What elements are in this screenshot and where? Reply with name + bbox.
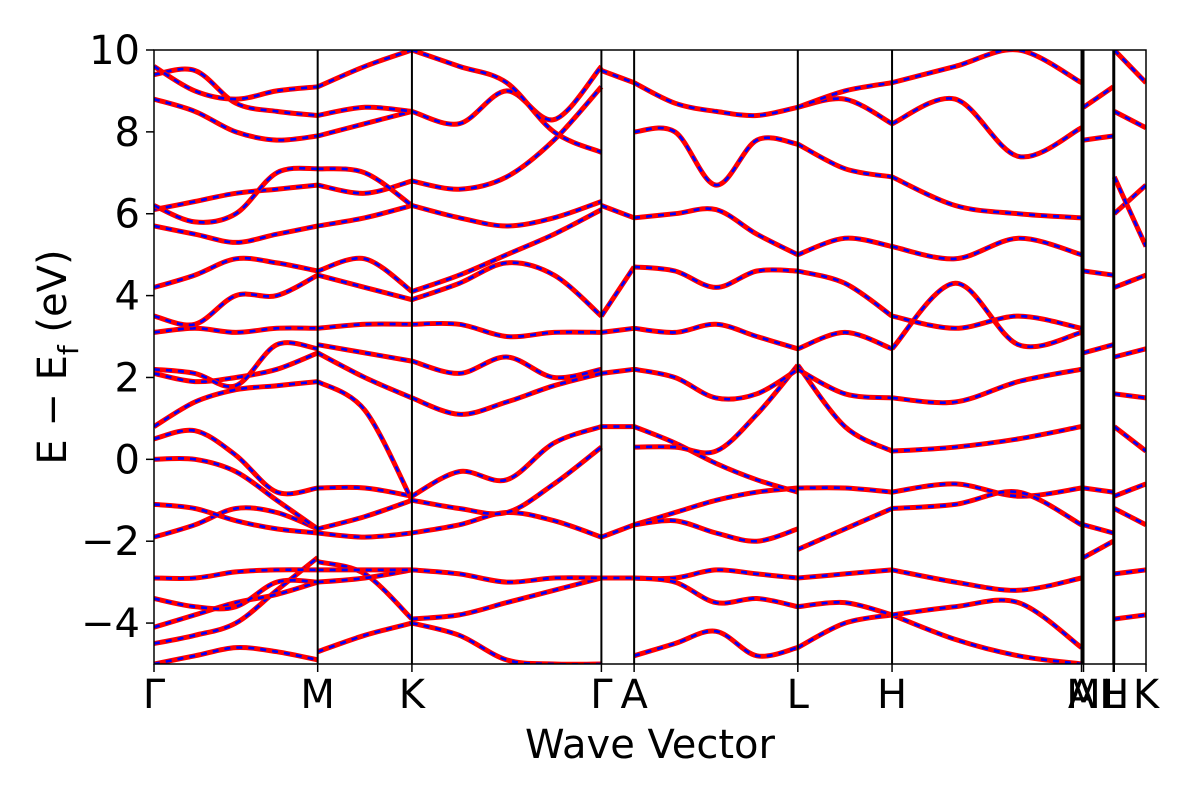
band-line-red-s0-b0 xyxy=(154,647,318,664)
band-line-blue-s4-b8 xyxy=(634,324,798,349)
x-axis-ticks: Γ M K Γ A L H AM LH K xyxy=(143,664,1161,718)
band-line-blue-s5-b10 xyxy=(798,144,892,177)
band-line-blue-s4-b6 xyxy=(634,365,798,453)
band-line-blue-s4-b5 xyxy=(634,427,798,493)
band-line-red-s6-b5 xyxy=(892,427,1082,452)
band-line-blue-s5-b4 xyxy=(798,509,892,550)
band-line-red-s6-b7 xyxy=(892,283,1082,349)
band-line-blue-s3-b7 xyxy=(601,71,634,83)
band-line-red-s4-b6 xyxy=(634,365,798,453)
y-tick-label-3: 2 xyxy=(115,355,140,401)
band-line-blue-s8-b6 xyxy=(1114,349,1146,357)
x-tick-label-2: K xyxy=(399,672,427,718)
x-tick-label-6: H xyxy=(877,672,907,718)
band-line-red-s2-b3 xyxy=(412,512,602,537)
x-axis-title: Wave Vector xyxy=(525,722,776,768)
y-tick-label-6: 8 xyxy=(115,110,140,156)
y-tick-label-4: 4 xyxy=(115,274,140,320)
y-tick-label-1: −2 xyxy=(81,519,140,565)
band-line-red-s4-b0 xyxy=(634,631,798,656)
bands-layer xyxy=(154,50,1146,665)
band-line-blue-s8-b3 xyxy=(1114,484,1146,496)
band-line-blue-s8-b7 xyxy=(1114,275,1146,287)
band-line-red-s4-b4 xyxy=(634,520,798,541)
band-line-blue-s1-b7 xyxy=(318,382,412,501)
x-tick-label-10: H xyxy=(1099,672,1129,718)
band-line-red-s2-b7 xyxy=(412,357,602,378)
band-line-red-s0-b9 xyxy=(154,382,318,427)
band-line-red-s2-b8 xyxy=(412,323,602,336)
band-line-blue-s7-b1 xyxy=(1084,525,1114,533)
x-tick-label-3: Γ xyxy=(590,672,613,718)
x-tick-label-0: Γ xyxy=(143,672,166,718)
y-axis-title: E − Ef (eV) xyxy=(30,249,85,464)
band-line-blue-s6-b7 xyxy=(892,283,1082,349)
y-tick-label-5: 6 xyxy=(115,192,140,238)
band-line-red-s5-b8 xyxy=(798,271,892,316)
band-line-red-s0-b8 xyxy=(154,430,318,494)
band-line-red-s2-b13 xyxy=(412,66,602,124)
x-tick-label-4: A xyxy=(620,672,648,718)
band-line-red-s5-b10 xyxy=(798,144,892,177)
band-line-blue-s5-b0 xyxy=(798,615,892,648)
band-line-blue-s6-b10 xyxy=(892,177,1082,218)
band-line-blue-s0-b14 xyxy=(154,258,318,287)
y-tick-label-0: −4 xyxy=(81,601,140,647)
band-line-red-s4-b11 xyxy=(634,128,798,185)
band-line-blue-s0-b8 xyxy=(154,430,318,494)
band-line-blue-s5-b8 xyxy=(798,271,892,316)
x-tick-label-1: M xyxy=(300,672,335,718)
band-line-blue-s3-b1 xyxy=(601,525,634,537)
y-axis-ticks: −4 −2 0 2 4 6 8 10 xyxy=(81,28,154,647)
band-line-red-s2-b10 xyxy=(412,210,602,292)
y-tick-label-2: 0 xyxy=(115,437,140,483)
band-line-red-s6-b6 xyxy=(892,369,1082,402)
band-line-red-s2-b9 xyxy=(412,263,602,316)
x-tick-label-11: K xyxy=(1133,672,1161,718)
band-line-blue-s7-b0 xyxy=(1084,541,1114,557)
band-line-red-s0-b15 xyxy=(154,226,318,242)
band-line-red-s0-b14 xyxy=(154,258,318,287)
y-tick-label-7: 10 xyxy=(89,28,140,74)
band-line-red-s5-b9 xyxy=(798,238,892,255)
band-line-red-s5-b7 xyxy=(798,332,892,348)
x-tick-label-8: M xyxy=(1066,672,1101,718)
band-line-red-s5-b12 xyxy=(798,83,892,108)
band-line-red-s5-b0 xyxy=(798,615,892,648)
band-line-blue-s4-b10 xyxy=(634,209,798,255)
band-line-red-s0-b10 xyxy=(154,353,318,382)
x-tick-label-5: L xyxy=(787,672,810,718)
band-line-blue-s2-b13 xyxy=(412,66,602,124)
band-line-red-s8-b4 xyxy=(1114,427,1146,452)
band-line-blue-s7-b3 xyxy=(1084,345,1114,353)
band-line-red-s4-b8 xyxy=(634,324,798,349)
band-line-red-s1-b7 xyxy=(318,382,412,501)
band-line-red-s2-b5 xyxy=(412,427,602,497)
band-line-blue-s3-b6 xyxy=(601,206,634,218)
